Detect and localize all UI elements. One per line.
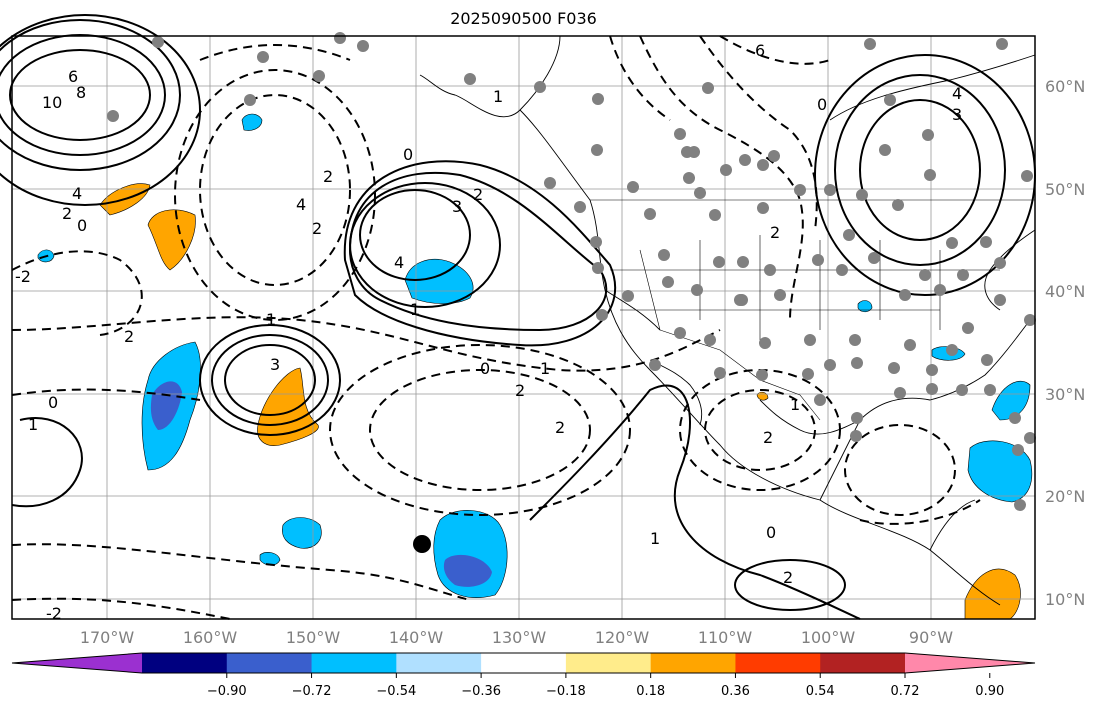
contour-label: 1	[540, 359, 550, 378]
colorbar-tick-label: −0.90	[207, 684, 247, 699]
lon-label-150w: 150°W	[286, 628, 341, 647]
solid-contours	[0, 14, 1036, 620]
shade-darkblue-west	[150, 381, 182, 430]
contour-label: 10	[42, 93, 62, 112]
map-title: 2025090500 F036	[450, 9, 597, 28]
shaded-regions	[37, 113, 1033, 620]
longitude-labels: 170°W 160°W 150°W 140°W 130°W 120°W 110°…	[80, 628, 953, 647]
shade-orange-center	[257, 367, 319, 446]
map-background	[12, 36, 1035, 619]
shade-blue-small1	[282, 517, 322, 549]
lat-label-50n: 50°N	[1045, 180, 1085, 199]
lon-label-130w: 130°W	[492, 628, 547, 647]
contour-label: 4	[296, 195, 306, 214]
contour-label: 2	[62, 204, 72, 223]
colorbar-tick-label: 0.72	[891, 684, 920, 699]
contour-label: 4	[394, 253, 404, 272]
station-dots	[107, 32, 1036, 511]
colorbar-segment	[820, 653, 906, 673]
contour-label: 0	[48, 393, 58, 412]
colorbar-tick-label: −0.18	[546, 684, 586, 699]
contour-label: 0	[480, 359, 490, 378]
colorbar-extend-low	[12, 653, 142, 673]
colorbar-outline	[11, 652, 1036, 674]
colorbar-tick-label: 0.18	[636, 684, 665, 699]
lat-label-10n: 10°N	[1045, 590, 1085, 609]
colorbar-segment	[650, 653, 736, 673]
shade-blue-small2	[241, 113, 263, 131]
contour-label: 6	[755, 41, 765, 60]
lon-label-170w: 170°W	[80, 628, 135, 647]
colorbar-extend-high	[905, 653, 1035, 673]
contour-label: 0	[403, 145, 413, 164]
colorbar-segment	[396, 653, 482, 673]
contour-label: 6	[68, 67, 78, 86]
colorbar	[11, 652, 1036, 674]
dashed-contours	[11, 35, 981, 620]
contour-label: -2	[15, 267, 31, 286]
colorbar-tick-label: −0.36	[461, 684, 501, 699]
contour-label: 1	[790, 395, 800, 414]
contour-label: 2	[312, 219, 322, 238]
contour-label: 0	[766, 523, 776, 542]
contour-label: 1	[650, 529, 660, 548]
contour-label: 2	[770, 223, 780, 242]
lon-label-110w: 110°W	[698, 628, 753, 647]
contour-label: 2	[515, 381, 525, 400]
contour-label: 2	[124, 327, 134, 346]
contour-label: 1	[28, 415, 38, 434]
colorbar-tick-label: 0.90	[975, 684, 1004, 699]
contour-label: 8	[76, 83, 86, 102]
contour-label: 3	[952, 105, 962, 124]
shade-orange-nw2	[147, 209, 196, 271]
contour-label-group: 6 10 8 4 2 0 2 1 3 2 4 2 1 0 2 0 2 -2 1 …	[15, 41, 962, 623]
contour-label: 2	[783, 568, 793, 587]
contour-label: 0	[77, 216, 87, 235]
map-frame	[11, 35, 1036, 620]
colorbar-segment	[481, 653, 567, 673]
contour-label: 1	[266, 310, 276, 329]
latitude-labels: 60°N 50°N 40°N 30°N 20°N 10°N	[1045, 77, 1085, 609]
contour-label: 2	[323, 167, 333, 186]
lon-label-140w: 140°W	[389, 628, 444, 647]
contour-label: 3	[270, 355, 280, 374]
lat-label-20n: 20°N	[1045, 487, 1085, 506]
contour-label: 2	[763, 428, 773, 447]
shade-blue-ne-pacific	[404, 259, 474, 304]
shade-blue-east	[967, 440, 1033, 503]
lon-label-120w: 120°W	[595, 628, 650, 647]
borders	[590, 199, 1035, 421]
shade-blue-small4	[259, 551, 281, 566]
colorbar-tick-label: 0.36	[721, 684, 750, 699]
tc-position-marker	[413, 535, 431, 553]
colorbar-tick-label: −0.72	[292, 684, 332, 699]
lon-label-90w: 90°W	[909, 628, 953, 647]
lat-label-40n: 40°N	[1045, 282, 1085, 301]
contour-label: 4	[72, 184, 82, 203]
colorbar-segment	[226, 653, 313, 673]
lat-label-30n: 30°N	[1045, 385, 1085, 404]
colorbar-segment	[311, 653, 397, 673]
colorbar-segment	[142, 653, 228, 673]
contour-label: 3	[452, 197, 462, 216]
colorbar-segment	[735, 653, 821, 673]
contour-label: 1	[493, 87, 503, 106]
shade-orange-se	[964, 568, 1021, 620]
lon-label-100w: 100°W	[801, 628, 856, 647]
lat-label-60n: 60°N	[1045, 77, 1085, 96]
contour-label: 4	[952, 84, 962, 103]
colorbar-ticks: −0.90 −0.72 −0.54 −0.36 −0.18 0.18 0.36 0.54 0.7…	[207, 673, 1004, 699]
lon-label-160w: 160°W	[183, 628, 238, 647]
contour-label: 2	[555, 418, 565, 437]
colorbar-segment	[565, 653, 652, 673]
shade-darkblue-south	[443, 554, 492, 587]
colorbar-tick-label: 0.54	[806, 684, 835, 699]
contour-label: 2	[473, 185, 483, 204]
contour-label: 1	[410, 300, 420, 319]
colorbar-tick-label: −0.54	[376, 684, 416, 699]
graticule	[12, 36, 1035, 619]
contour-label: -2	[46, 604, 62, 623]
contour-label: 0	[817, 95, 827, 114]
